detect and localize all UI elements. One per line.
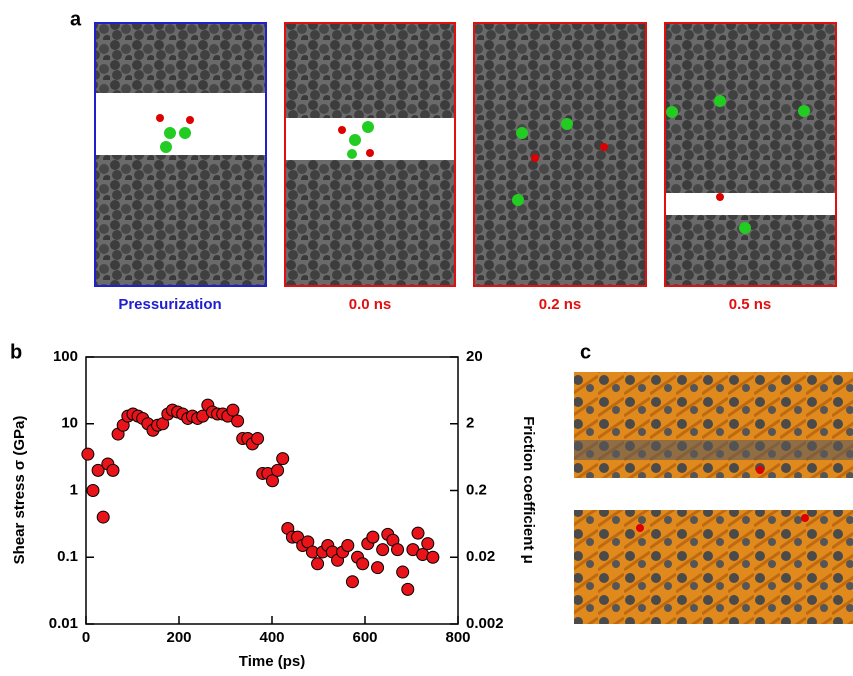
snapshot (94, 22, 267, 287)
point (311, 557, 325, 571)
plot-frame (85, 356, 459, 625)
x-axis-label: Time (ps) (239, 653, 305, 670)
point (91, 463, 105, 477)
y2-tick-label: 20 (466, 348, 483, 365)
point (426, 550, 440, 564)
point (396, 565, 410, 579)
x-tick-label: 600 (352, 629, 377, 646)
snapshot (473, 22, 647, 287)
point (265, 474, 279, 488)
point (341, 538, 355, 552)
x-tick-label: 200 (166, 629, 191, 646)
point (345, 575, 359, 589)
y-tick-label: 0.01 (49, 615, 78, 632)
point (96, 510, 110, 524)
point (366, 530, 380, 544)
x-tick-label: 0 (82, 629, 90, 646)
y-tick-label: 10 (61, 415, 78, 432)
snapshot-caption: 0.5 ns (729, 296, 772, 313)
y-tick-label: 100 (53, 348, 78, 365)
y2-tick-label: 2 (466, 415, 474, 432)
y2-axis-label: Friction coefficient μ (520, 416, 537, 564)
point (411, 526, 425, 540)
panel-label: a (70, 8, 82, 30)
point (271, 463, 285, 477)
point (81, 447, 95, 461)
panel-label: c (580, 341, 591, 363)
snapshot (664, 22, 837, 287)
snapshot-caption: 0.0 ns (349, 296, 392, 313)
snapshot-caption: Pressurization (118, 296, 221, 313)
snapshot (284, 22, 456, 287)
y2-tick-label: 0.2 (466, 481, 487, 498)
y-tick-label: 0.1 (57, 548, 78, 565)
x-tick-label: 400 (259, 629, 284, 646)
y-tick-label: 1 (70, 481, 78, 498)
point (231, 414, 245, 428)
y2-tick-label: 0.02 (466, 548, 495, 565)
point (226, 403, 240, 417)
point (421, 537, 435, 551)
point (276, 452, 290, 466)
point (371, 561, 385, 575)
y2-tick-label: 0.002 (466, 615, 504, 632)
point (376, 543, 390, 557)
point (86, 484, 100, 497)
y-axis-label: Shear stress σ (GPa) (11, 416, 28, 565)
x-tick-label: 800 (445, 629, 470, 646)
point (391, 543, 405, 557)
snapshot-caption: 0.2 ns (539, 296, 582, 313)
panel-label: b (10, 341, 22, 363)
point (251, 432, 265, 446)
panel-c-image (574, 372, 853, 624)
point (401, 582, 415, 596)
point (356, 557, 370, 571)
point (106, 463, 120, 477)
